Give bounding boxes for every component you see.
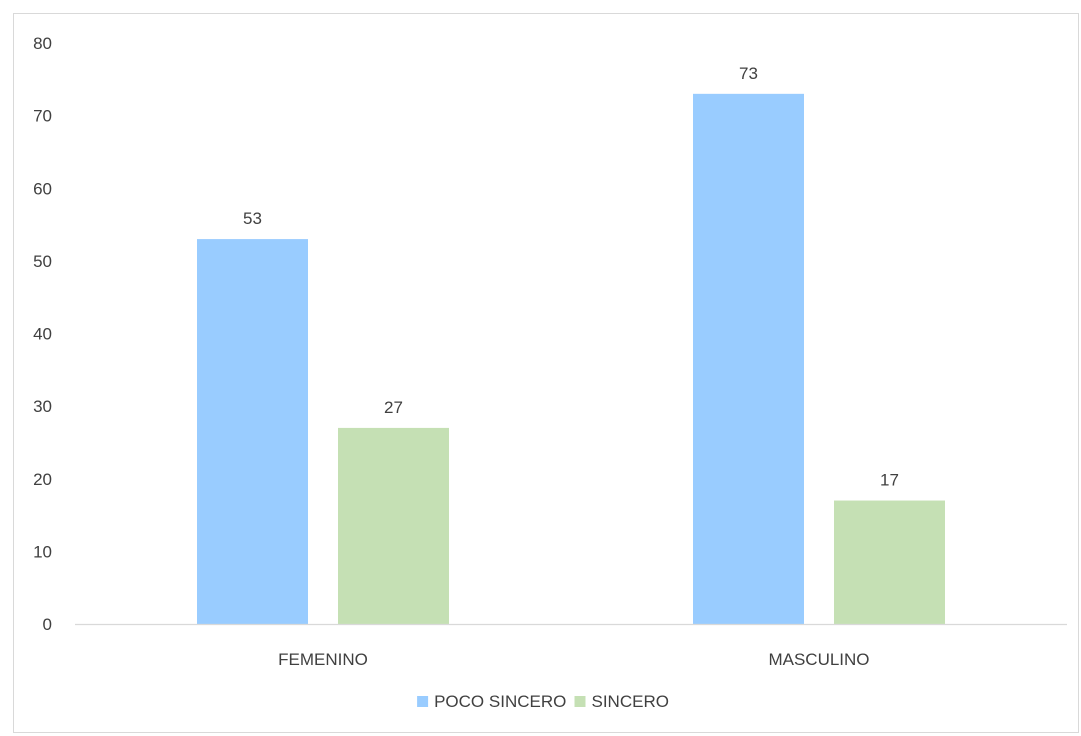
data-label: 27 [384,398,403,417]
data-label: 73 [739,64,758,83]
legend-swatch [574,696,586,707]
legend-swatch [417,696,429,707]
y-tick-label: 20 [33,470,52,489]
x-tick-label: MASCULINO [768,650,869,669]
bar [834,500,945,624]
bar [197,239,308,624]
y-tick-label: 0 [43,615,52,634]
bar [338,427,449,624]
data-labels: 53 27 73 17 [243,64,899,490]
data-label: 53 [243,209,262,228]
y-tick-label: 40 [33,325,52,344]
x-axis: FEMENINO MASCULINO [278,650,869,669]
legend-label: POCO SINCERO [434,692,566,711]
bar [693,93,804,624]
x-tick-label: FEMENINO [278,650,368,669]
y-tick-label: 80 [33,34,52,53]
y-tick-label: 10 [33,542,52,561]
bars [197,93,945,624]
y-tick-label: 70 [33,107,52,126]
y-axis: 0 10 20 30 40 50 60 70 80 [33,34,52,634]
legend-label: SINCERO [592,692,669,711]
data-label: 17 [880,471,899,490]
y-tick-label: 60 [33,179,52,198]
y-tick-label: 50 [33,252,52,271]
legend: POCO SINCERO SINCERO [417,692,669,711]
y-tick-label: 30 [33,397,52,416]
